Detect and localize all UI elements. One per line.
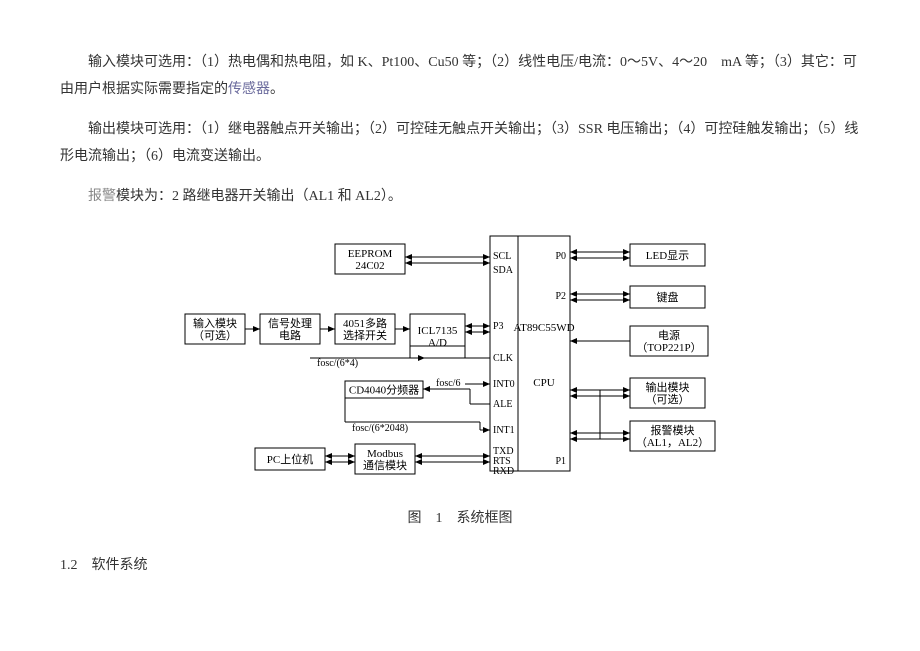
- svg-text:P1: P1: [555, 456, 566, 467]
- p1-text-b: 。: [270, 82, 284, 97]
- svg-text:P0: P0: [555, 251, 566, 262]
- svg-text:LED显示: LED显示: [646, 249, 689, 262]
- section-heading: 1.2 软件系统: [60, 553, 860, 580]
- svg-text:P2: P2: [555, 291, 566, 302]
- svg-text:SDA: SDA: [493, 265, 514, 276]
- svg-text:fosc/6: fosc/6: [436, 378, 460, 389]
- svg-text:输出模块: 输出模块: [646, 380, 690, 394]
- paragraph-2: 输出模块可选用：（1）继电器触点开关输出；（2）可控硅无触点开关输出；（3）SS…: [60, 117, 860, 170]
- svg-text:（TOP221P）: （TOP221P）: [636, 341, 701, 354]
- svg-text:报警模块: 报警模块: [651, 423, 695, 437]
- svg-text:（可选）: （可选）: [646, 393, 690, 406]
- p3-rest: 模块为：2 路继电器开关输出（AL1 和 AL2）。: [116, 189, 402, 204]
- svg-text:RXD: RXD: [493, 466, 514, 477]
- svg-text:电路: 电路: [279, 329, 301, 342]
- p3-gray: 报警: [88, 189, 116, 204]
- paragraph-1: 输入模块可选用：（1）热电偶和热电阻，如 K、Pt100、Cu50 等；（2）线…: [60, 50, 860, 103]
- svg-text:（AL1，AL2）: （AL1，AL2）: [636, 436, 709, 449]
- svg-text:fosc/(6*4): fosc/(6*4): [317, 358, 358, 369]
- svg-text:P3: P3: [493, 321, 504, 332]
- svg-text:24C02: 24C02: [355, 260, 384, 272]
- svg-text:SCL: SCL: [493, 251, 511, 262]
- svg-text:CD4040分频器: CD4040分频器: [349, 382, 419, 396]
- svg-text:CLK: CLK: [493, 353, 514, 364]
- svg-text:输入模块: 输入模块: [193, 316, 237, 330]
- svg-text:信号处理: 信号处理: [268, 317, 312, 330]
- svg-text:电源: 电源: [658, 328, 680, 342]
- system-block-diagram: AT89C55WDCPUSCLSDAP3CLKINT0ALEINT1TXDRTS…: [180, 226, 740, 496]
- svg-text:ICL7135: ICL7135: [418, 325, 458, 337]
- svg-text:INT0: INT0: [493, 379, 515, 390]
- svg-text:CPU: CPU: [533, 377, 554, 389]
- svg-text:键盘: 键盘: [657, 290, 679, 304]
- svg-text:EEPROM: EEPROM: [348, 248, 393, 260]
- svg-text:A/D: A/D: [428, 337, 447, 349]
- svg-text:PC上位机: PC上位机: [267, 452, 313, 466]
- svg-text:4051多路: 4051多路: [343, 316, 387, 330]
- svg-text:AT89C55WD: AT89C55WD: [513, 322, 574, 334]
- p1-text-a: 输入模块可选用：（1）热电偶和热电阻，如 K、Pt100、Cu50 等；（2）线…: [60, 55, 857, 97]
- svg-text:ALE: ALE: [493, 399, 512, 410]
- figure-caption: 图 1 系统框图: [60, 506, 860, 533]
- paragraph-3: 报警模块为：2 路继电器开关输出（AL1 和 AL2）。: [60, 184, 860, 211]
- sensor-link[interactable]: 传感器: [228, 82, 270, 97]
- svg-text:选择开关: 选择开关: [343, 328, 387, 342]
- svg-text:通信模块: 通信模块: [363, 459, 407, 472]
- svg-text:fosc/(6*2048): fosc/(6*2048): [352, 423, 408, 434]
- svg-text:INT1: INT1: [493, 425, 515, 436]
- svg-text:Modbus: Modbus: [367, 448, 403, 460]
- svg-text:（可选）: （可选）: [193, 329, 237, 342]
